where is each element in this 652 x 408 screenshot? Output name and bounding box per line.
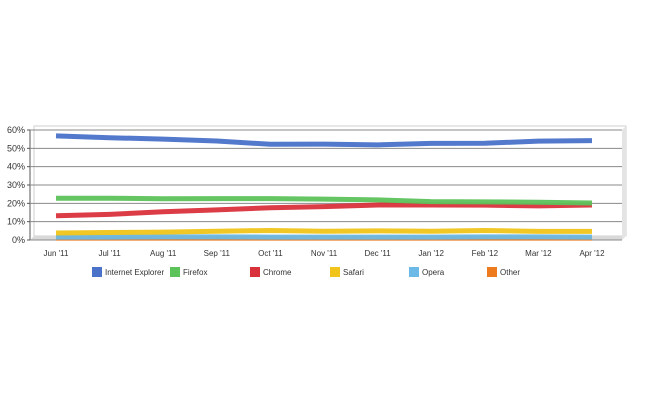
legend-item: Safari: [330, 267, 364, 277]
y-tick-label: 30%: [7, 180, 25, 190]
legend-label: Firefox: [183, 268, 207, 277]
x-tick-label: Mar '12: [525, 249, 552, 258]
legend-swatch: [92, 267, 102, 277]
legend-swatch: [250, 267, 260, 277]
legend-item: Other: [487, 267, 520, 277]
y-tick-label: 10%: [7, 217, 25, 227]
x-tick-label: Aug '11: [150, 249, 177, 258]
y-tick-label: 50%: [7, 143, 25, 153]
legend-item: Chrome: [250, 267, 292, 277]
x-tick-label: Jun '11: [44, 249, 70, 258]
legend-label: Other: [500, 268, 520, 277]
side-wall: [622, 126, 626, 240]
legend-item: Opera: [409, 267, 445, 277]
legend-label: Internet Explorer: [105, 268, 164, 277]
legend-swatch: [487, 267, 497, 277]
legend-swatch: [170, 267, 180, 277]
x-tick-label: Apr '12: [579, 249, 605, 258]
legend-label: Safari: [343, 268, 364, 277]
legend-label: Chrome: [263, 268, 292, 277]
legend-swatch: [330, 267, 340, 277]
y-tick-label: 20%: [7, 198, 25, 208]
legend-swatch: [409, 267, 419, 277]
gridlines: [30, 129, 622, 241]
x-tick-label: Jan '12: [418, 249, 444, 258]
series-internet-explorer: [55, 133, 593, 148]
x-axis-ticks: Jun '11 Jul '11 Aug '11 Sep '11 Oct '11 Nov '…: [44, 249, 606, 258]
series-safari: [55, 227, 593, 236]
legend-item: Firefox: [170, 267, 207, 277]
y-tick-label: 0%: [12, 235, 25, 245]
y-axis-ticks: 0% 10% 20% 30% 40% 50% 60%: [7, 125, 30, 245]
x-tick-label: Sep '11: [204, 249, 231, 258]
series-chrome: [55, 202, 593, 219]
series-lines: [55, 133, 593, 241]
x-tick-label: Dec '11: [364, 249, 391, 258]
legend-item: Internet Explorer: [92, 267, 164, 277]
series-firefox: [55, 195, 593, 206]
legend-label: Opera: [422, 268, 445, 277]
x-tick-label: Nov '11: [311, 249, 338, 258]
x-tick-label: Feb '12: [472, 249, 499, 258]
y-tick-label: 40%: [7, 162, 25, 172]
series-line: [55, 227, 592, 236]
y-tick-label: 60%: [7, 125, 25, 135]
x-tick-label: Jul '11: [98, 249, 121, 258]
legend: Internet Explorer Firefox Chrome Safari Oper…: [92, 267, 520, 277]
x-tick-label: Oct '11: [258, 249, 283, 258]
